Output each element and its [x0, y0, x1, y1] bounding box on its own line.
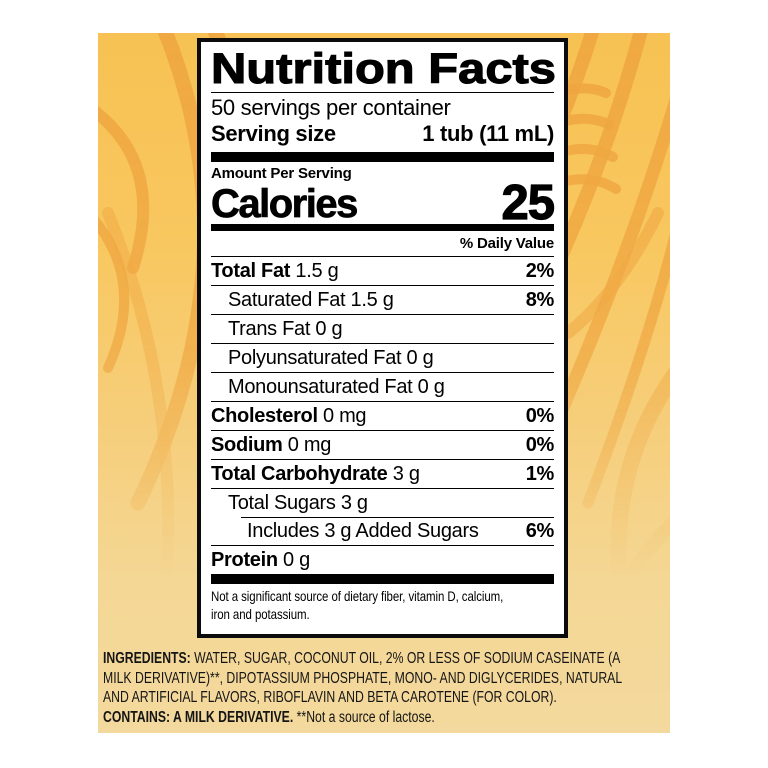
contains-label: CONTAINS: A MILK DERIVATIVE. — [103, 708, 294, 726]
divider-thick — [211, 574, 554, 584]
nutrient-daily-value: 8% — [525, 289, 555, 311]
serving-size-value: 1 tub (11 mL) — [422, 121, 554, 146]
divider-medium — [211, 224, 554, 231]
nutrient-name: Total Sugars 3 g — [228, 492, 368, 514]
daily-value-header: % Daily Value — [459, 235, 554, 252]
nutrient-name: Cholesterol 0 mg — [211, 405, 367, 427]
calories-label: Calories — [211, 182, 359, 226]
nutrient-name: Total Carbohydrate 3 g — [211, 463, 420, 485]
calories-row: Calories 25 — [211, 176, 556, 230]
nutrient-daily-value: 1% — [525, 463, 555, 485]
nutrient-daily-value: 0% — [525, 434, 555, 456]
nutrient-name: Protein 0 g — [211, 549, 310, 571]
nutrient-daily-value: 6% — [525, 520, 555, 542]
servings-per-container: 50 servings per container — [211, 95, 451, 120]
nutrient-row: Monounsaturated Fat 0 g — [211, 372, 554, 401]
nutrition-facts-label: Nutrition Facts 50 servings per containe… — [197, 38, 568, 638]
ingredients-block: INGREDIENTS: WATER, SUGAR, COCONUT OIL, … — [103, 649, 670, 727]
nutrient-row: Total Sugars 3 g — [211, 488, 554, 517]
nutrient-rows: Total Fat 1.5 g 2% Saturated Fat 1.5 g 8% Tr… — [211, 256, 554, 574]
nutrient-name: Sodium 0 mg — [211, 434, 332, 456]
nutrient-row: Total Carbohydrate 3 g 1% — [211, 459, 554, 488]
nutrient-name: Saturated Fat 1.5 g — [228, 289, 394, 311]
calories-value: 25 — [501, 176, 556, 230]
nutrient-daily-value: 2% — [525, 260, 555, 282]
ingredients-text: WATER, SUGAR, COCONUT OIL, 2% OR LESS OF… — [103, 650, 623, 706]
ingredients-label: INGREDIENTS: — [103, 650, 191, 667]
nutrient-name: Total Fat 1.5 g — [211, 260, 339, 282]
nutrient-row: Total Fat 1.5 g 2% — [211, 256, 554, 285]
serving-size-row: Serving size 1 tub (11 mL) — [211, 121, 554, 152]
nutrient-name: Trans Fat 0 g — [228, 318, 343, 340]
ingredients-paragraph: INGREDIENTS: WATER, SUGAR, COCONUT OIL, … — [103, 649, 670, 708]
nutrition-facts-title: Nutrition Facts — [211, 44, 557, 90]
nutrient-name: Includes 3 g Added Sugars — [247, 520, 479, 542]
nutrient-row: Protein 0 g — [211, 545, 554, 574]
nutrient-row: Cholesterol 0 mg 0% — [211, 401, 554, 430]
nutrient-row: Saturated Fat 1.5 g 8% — [211, 285, 554, 314]
label-footnote: Not a significant source of dietary fibe… — [211, 588, 504, 622]
nutrition-facts-title-text: Nutrition Facts — [211, 45, 556, 90]
contains-paragraph: CONTAINS: A MILK DERIVATIVE. **Not a sou… — [103, 708, 670, 728]
amount-per-serving-label: Amount Per Serving — [211, 165, 352, 182]
nutrient-name: Polyunsaturated Fat 0 g — [228, 347, 434, 369]
nutrient-row: Includes 3 g Added Sugars 6% — [211, 517, 554, 545]
nutrient-row: Polyunsaturated Fat 0 g — [211, 343, 554, 372]
nutrient-row: Sodium 0 mg 0% — [211, 430, 554, 459]
serving-size-label: Serving size — [211, 121, 336, 146]
divider-thin — [211, 92, 554, 93]
nutrient-row: Trans Fat 0 g — [211, 314, 554, 343]
nutrient-daily-value: 0% — [525, 405, 555, 427]
nutrient-name: Monounsaturated Fat 0 g — [228, 376, 445, 398]
contains-note: **Not a source of lactose. — [296, 708, 435, 726]
divider-thick — [211, 152, 554, 162]
product-photo: Nutrition Facts 50 servings per containe… — [98, 33, 670, 733]
